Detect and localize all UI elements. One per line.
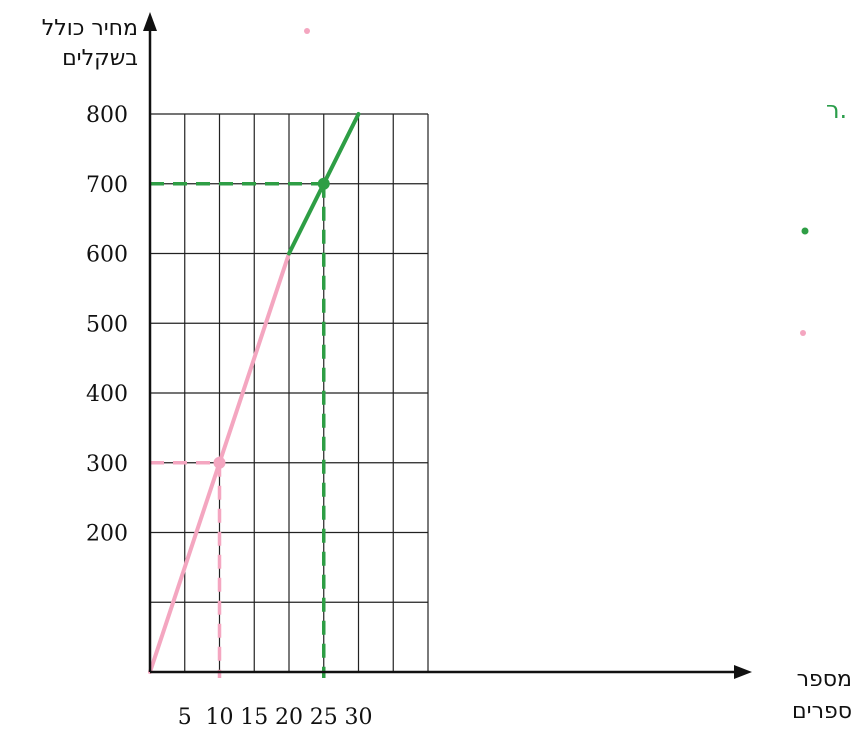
y-axis-label-line-2: בשקלים [62, 46, 138, 71]
green-dot-right [801, 227, 809, 235]
series-lines [148, 112, 361, 674]
decorations [304, 28, 809, 336]
highlight-point [213, 456, 226, 469]
y-tick-label: 700 [86, 173, 128, 198]
x-axis-label-line-1: מספר [796, 667, 852, 692]
y-tick-label: 300 [86, 452, 128, 477]
x-axis-label: מספר ספרים [762, 664, 852, 728]
cropped-text-fragment: ר. [826, 96, 848, 124]
x-axis-arrow [734, 665, 752, 679]
y-tick-label: 200 [86, 522, 128, 547]
y-axis-arrow [143, 12, 157, 31]
guide-lines [150, 182, 326, 678]
x-tick-label: 5 [178, 705, 192, 730]
x-tick-label: 10 [206, 705, 234, 730]
pink-dot-top [304, 28, 310, 34]
axes [143, 12, 752, 679]
x-axis-label-line-2: ספרים [792, 699, 852, 724]
y-axis-label-line-1: מחיר כולל [41, 16, 138, 41]
y-tick-label: 400 [86, 382, 128, 407]
pink-dot-right [800, 330, 806, 336]
grid [150, 113, 429, 672]
y-tick-label: 500 [86, 312, 128, 337]
y-tick-label: 800 [86, 103, 128, 128]
highlight-point [317, 177, 330, 190]
x-tick-label: 25 [310, 705, 338, 730]
x-tick-label: 20 [275, 705, 303, 730]
y-axis-label: מחיר כולל בשקלים [8, 14, 138, 74]
y-tick-label: 600 [86, 243, 128, 268]
x-tick-label: 30 [345, 705, 373, 730]
x-tick-label: 15 [240, 705, 268, 730]
